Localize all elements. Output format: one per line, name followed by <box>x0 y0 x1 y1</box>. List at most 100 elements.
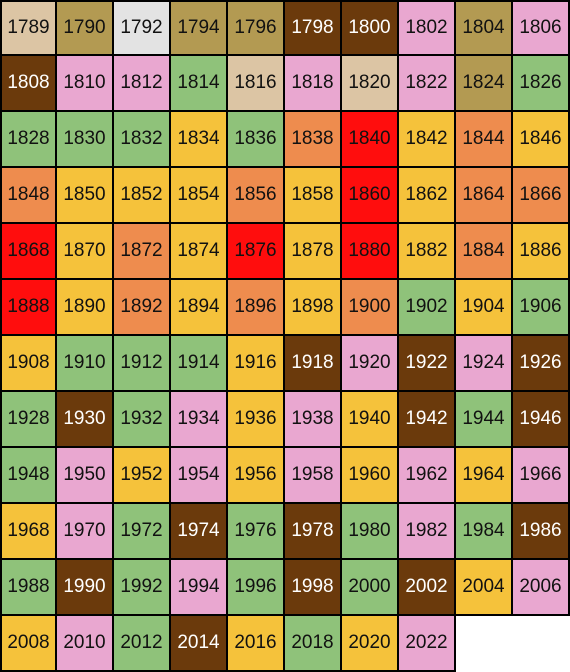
year-cell: 1976 <box>228 504 285 560</box>
year-cell: 1852 <box>114 168 171 224</box>
year-cell: 1798 <box>285 0 342 56</box>
year-cell: 1846 <box>513 112 570 168</box>
year-cell: 1862 <box>399 168 456 224</box>
year-cell: 1830 <box>57 112 114 168</box>
year-cell: 1954 <box>171 448 228 504</box>
year-cell: 1912 <box>114 336 171 392</box>
year-cell: 1986 <box>513 504 570 560</box>
year-cell: 1796 <box>228 0 285 56</box>
year-cell: 1940 <box>342 392 399 448</box>
year-cell: 2004 <box>456 560 513 616</box>
year-cell: 1928 <box>0 392 57 448</box>
year-cell: 1974 <box>171 504 228 560</box>
year-cell: 1900 <box>342 280 399 336</box>
year-cell: 2022 <box>399 616 456 672</box>
year-cell: 1938 <box>285 392 342 448</box>
year-cell: 1848 <box>0 168 57 224</box>
year-cell: 1908 <box>0 336 57 392</box>
year-cell: 1924 <box>456 336 513 392</box>
year-cell: 1790 <box>57 0 114 56</box>
year-cell: 1888 <box>0 280 57 336</box>
year-cell: 1800 <box>342 0 399 56</box>
year-cell: 1996 <box>228 560 285 616</box>
year-cell: 1920 <box>342 336 399 392</box>
year-cell: 1854 <box>171 168 228 224</box>
year-cell: 2016 <box>228 616 285 672</box>
year-cell: 1952 <box>114 448 171 504</box>
year-cell: 1812 <box>114 56 171 112</box>
year-cell: 1980 <box>342 504 399 560</box>
year-cell: 1906 <box>513 280 570 336</box>
year-cell: 1816 <box>228 56 285 112</box>
year-cell: 1970 <box>57 504 114 560</box>
year-cell: 1942 <box>399 392 456 448</box>
year-cell: 1836 <box>228 112 285 168</box>
year-cell: 1990 <box>57 560 114 616</box>
year-cell: 2012 <box>114 616 171 672</box>
year-cell: 1850 <box>57 168 114 224</box>
year-cell: 1834 <box>171 112 228 168</box>
year-cell: 1948 <box>0 448 57 504</box>
year-cell: 1826 <box>513 56 570 112</box>
year-cell: 1789 <box>0 0 57 56</box>
year-cell: 1930 <box>57 392 114 448</box>
empty-cell <box>513 616 570 672</box>
year-cell: 1950 <box>57 448 114 504</box>
year-cell: 1868 <box>0 224 57 280</box>
year-cell: 1978 <box>285 504 342 560</box>
year-cell: 2006 <box>513 560 570 616</box>
empty-cell <box>456 616 513 672</box>
year-cell: 1918 <box>285 336 342 392</box>
year-cell: 1964 <box>456 448 513 504</box>
year-cell: 1902 <box>399 280 456 336</box>
year-cell: 1994 <box>171 560 228 616</box>
year-cell: 1842 <box>399 112 456 168</box>
year-cell: 1860 <box>342 168 399 224</box>
year-cell: 1898 <box>285 280 342 336</box>
year-cell: 1926 <box>513 336 570 392</box>
year-cell: 1936 <box>228 392 285 448</box>
year-cell: 1820 <box>342 56 399 112</box>
year-cell: 1840 <box>342 112 399 168</box>
year-cell: 1914 <box>171 336 228 392</box>
year-cell: 1828 <box>0 112 57 168</box>
year-cell: 1876 <box>228 224 285 280</box>
year-cell: 1998 <box>285 560 342 616</box>
year-cell: 1880 <box>342 224 399 280</box>
year-cell: 1882 <box>399 224 456 280</box>
year-cell: 2010 <box>57 616 114 672</box>
year-cell: 1934 <box>171 392 228 448</box>
year-cell: 2020 <box>342 616 399 672</box>
year-cell: 1886 <box>513 224 570 280</box>
year-cell: 1804 <box>456 0 513 56</box>
year-cell: 1792 <box>114 0 171 56</box>
year-cell: 1870 <box>57 224 114 280</box>
year-cell: 1968 <box>0 504 57 560</box>
year-cell: 2000 <box>342 560 399 616</box>
year-cell: 2018 <box>285 616 342 672</box>
year-cell: 1916 <box>228 336 285 392</box>
year-cell: 1844 <box>456 112 513 168</box>
year-cell: 1832 <box>114 112 171 168</box>
year-cell: 2008 <box>0 616 57 672</box>
year-cell: 2002 <box>399 560 456 616</box>
year-cell: 1988 <box>0 560 57 616</box>
year-cell: 1946 <box>513 392 570 448</box>
year-cell: 2014 <box>171 616 228 672</box>
year-cell: 1818 <box>285 56 342 112</box>
year-cell: 1932 <box>114 392 171 448</box>
year-cell: 1896 <box>228 280 285 336</box>
year-cell: 1856 <box>228 168 285 224</box>
year-cell: 1944 <box>456 392 513 448</box>
year-cell: 1824 <box>456 56 513 112</box>
year-cell: 1966 <box>513 448 570 504</box>
year-cell: 1984 <box>456 504 513 560</box>
year-cell: 1910 <box>57 336 114 392</box>
year-cell: 1958 <box>285 448 342 504</box>
year-cell: 1822 <box>399 56 456 112</box>
year-cell: 1982 <box>399 504 456 560</box>
year-cell: 1972 <box>114 504 171 560</box>
year-cell: 1956 <box>228 448 285 504</box>
year-cell: 1838 <box>285 112 342 168</box>
